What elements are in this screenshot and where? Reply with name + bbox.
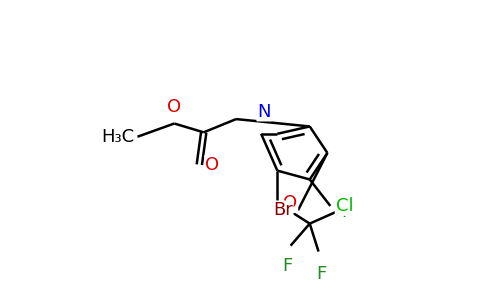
Text: F: F [283,257,293,275]
Text: O: O [205,156,219,174]
Text: F: F [317,265,327,283]
Text: H₃C: H₃C [102,128,135,146]
Text: N: N [257,103,271,121]
Text: F: F [342,203,352,221]
Text: O: O [167,98,182,116]
Text: O: O [283,194,297,212]
Text: Br: Br [273,201,293,219]
Text: Cl: Cl [335,197,353,215]
